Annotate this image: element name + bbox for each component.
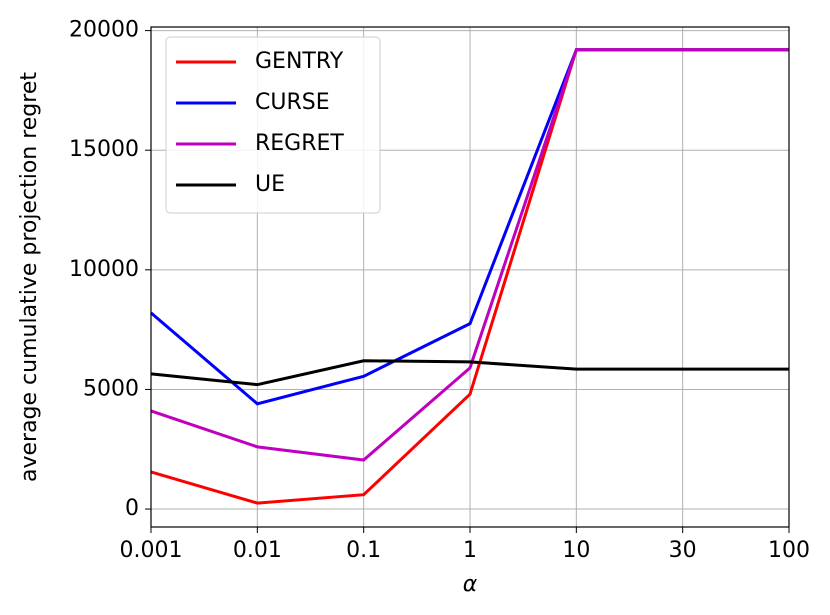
x-tick-label: 0.01: [233, 538, 282, 563]
legend-label: UE: [255, 172, 285, 197]
legend-label: CURSE: [255, 90, 330, 115]
x-tick-label: 30: [669, 538, 697, 563]
legend-label: GENTRY: [255, 49, 344, 74]
x-tick-label: 0.1: [346, 538, 381, 563]
y-tick-label: 10000: [69, 257, 139, 282]
legend-box: [165, 36, 381, 214]
y-tick-label: 20000: [69, 18, 139, 43]
x-tick-label: 10: [562, 538, 590, 563]
legend-label: REGRET: [255, 131, 344, 156]
series-line: [150, 359, 789, 387]
x-axis-label: α: [463, 572, 478, 597]
y-tick-label: 15000: [69, 137, 139, 162]
y-tick-label: 0: [125, 496, 139, 521]
y-tick-label: 5000: [83, 376, 139, 401]
x-tick-label: 1: [463, 538, 477, 563]
series-line: [150, 48, 789, 462]
x-tick-label: 0.001: [120, 538, 183, 563]
x-tick-label: 100: [768, 538, 810, 563]
y-axis-label: average cumulative projection regret: [17, 72, 42, 482]
plot-frame: [150, 26, 790, 528]
